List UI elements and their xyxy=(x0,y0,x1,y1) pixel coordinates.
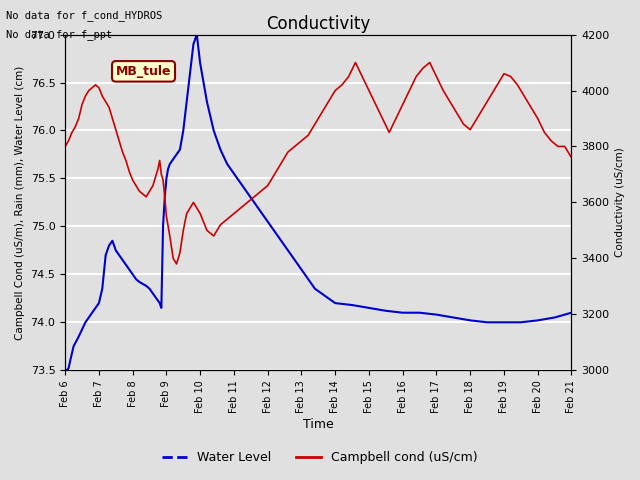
Text: MB_tule: MB_tule xyxy=(116,65,172,78)
Text: No data for f_cond_HYDROS: No data for f_cond_HYDROS xyxy=(6,10,163,21)
Y-axis label: Campbell Cond (uS/m), Rain (mm), Water Level (cm): Campbell Cond (uS/m), Rain (mm), Water L… xyxy=(15,65,25,339)
Text: No data for f_ppt: No data for f_ppt xyxy=(6,29,113,40)
X-axis label: Time: Time xyxy=(303,419,333,432)
Title: Conductivity: Conductivity xyxy=(266,15,371,33)
Legend: Water Level, Campbell cond (uS/cm): Water Level, Campbell cond (uS/cm) xyxy=(157,446,483,469)
Y-axis label: Conductivity (uS/cm): Conductivity (uS/cm) xyxy=(615,147,625,257)
